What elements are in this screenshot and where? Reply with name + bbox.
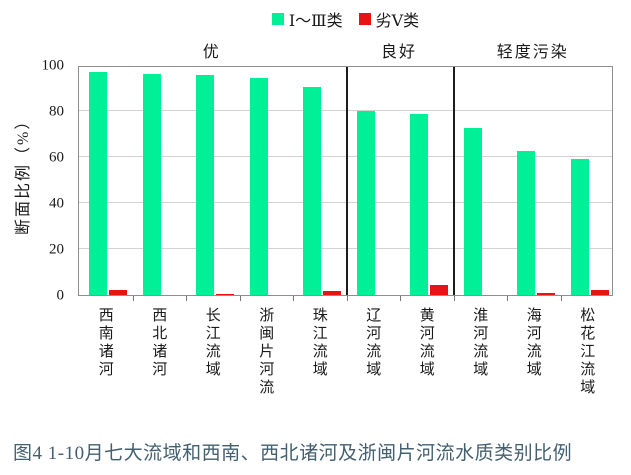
legend-item-worse-than-class5: 劣Ⅴ类 [358, 7, 420, 31]
green-swatch-icon [271, 13, 284, 25]
green-bar [463, 128, 482, 295]
section-divider [452, 67, 455, 295]
x-axis-tick [346, 296, 348, 301]
x-axis-tick [186, 296, 187, 301]
green-bar [570, 159, 589, 295]
red-bar [590, 290, 609, 295]
legend-item-class1to3: Ⅰ～Ⅲ类 [271, 7, 343, 31]
x-axis-tick [453, 296, 455, 301]
legend-label: Ⅰ～Ⅲ类 [288, 13, 343, 30]
x-axis-tick [560, 296, 562, 301]
y-tick-label: 0 [56, 287, 65, 304]
section-label: 优 [202, 44, 221, 61]
section-divider [345, 67, 348, 295]
green-bar [142, 74, 161, 295]
x-axis-label: 黄河流域 [417, 307, 434, 379]
y-tick-label: 20 [49, 241, 64, 258]
x-axis-label: 松花江流域 [578, 307, 595, 397]
plot-area [78, 66, 613, 301]
green-bar [356, 111, 375, 295]
y-tick-label: 100 [41, 57, 65, 74]
green-bar [303, 86, 321, 295]
x-axis-tick [400, 296, 401, 301]
red-bar [323, 291, 341, 295]
chart-legend: Ⅰ～Ⅲ类 劣Ⅴ类 [78, 8, 613, 30]
section-label: 轻度污染 [496, 44, 569, 61]
red-bar [537, 292, 555, 295]
green-bar [517, 151, 535, 295]
y-tick-label: 40 [49, 195, 64, 212]
x-axis-label: 海河流域 [524, 307, 541, 379]
x-axis-label: 长江流域 [203, 307, 220, 379]
green-bar [249, 77, 268, 295]
y-tick-label: 60 [49, 149, 64, 166]
x-axis-label: 西北诸河 [150, 307, 167, 379]
red-bar [430, 285, 448, 295]
green-bar [89, 71, 107, 295]
x-axis-label: 浙闽片河流 [257, 307, 274, 397]
red-bar [216, 293, 234, 295]
x-axis-label: 辽河流域 [364, 307, 381, 379]
x-axis-label: 淮河流域 [471, 307, 488, 379]
y-tick-label: 80 [49, 103, 64, 120]
section-label: 良好 [380, 44, 418, 61]
figure-caption: 图4 1-10月七大流域和西南、西北诸河及浙闽片河流水质类别比例 [13, 443, 573, 464]
legend-label: 劣Ⅴ类 [375, 13, 420, 30]
green-bar [196, 75, 214, 295]
x-axis-label: 珠江流域 [310, 307, 327, 379]
x-axis-labels: 西南诸河 西北诸河 长江流域 浙闽片河流 珠江流域 辽河流域 黄河流域 淮河流域 海河流域 松花江… [78, 307, 613, 417]
y-axis-ticks: 0 20 40 60 80 100 [0, 58, 72, 303]
red-swatch-icon [358, 13, 371, 25]
x-axis-tick [293, 296, 294, 301]
red-bar [109, 290, 127, 295]
x-axis-tick [239, 296, 241, 301]
x-axis-tick [507, 296, 508, 301]
x-axis-label: 西南诸河 [96, 307, 113, 379]
x-axis-tick [132, 296, 134, 301]
green-bar [410, 114, 428, 295]
